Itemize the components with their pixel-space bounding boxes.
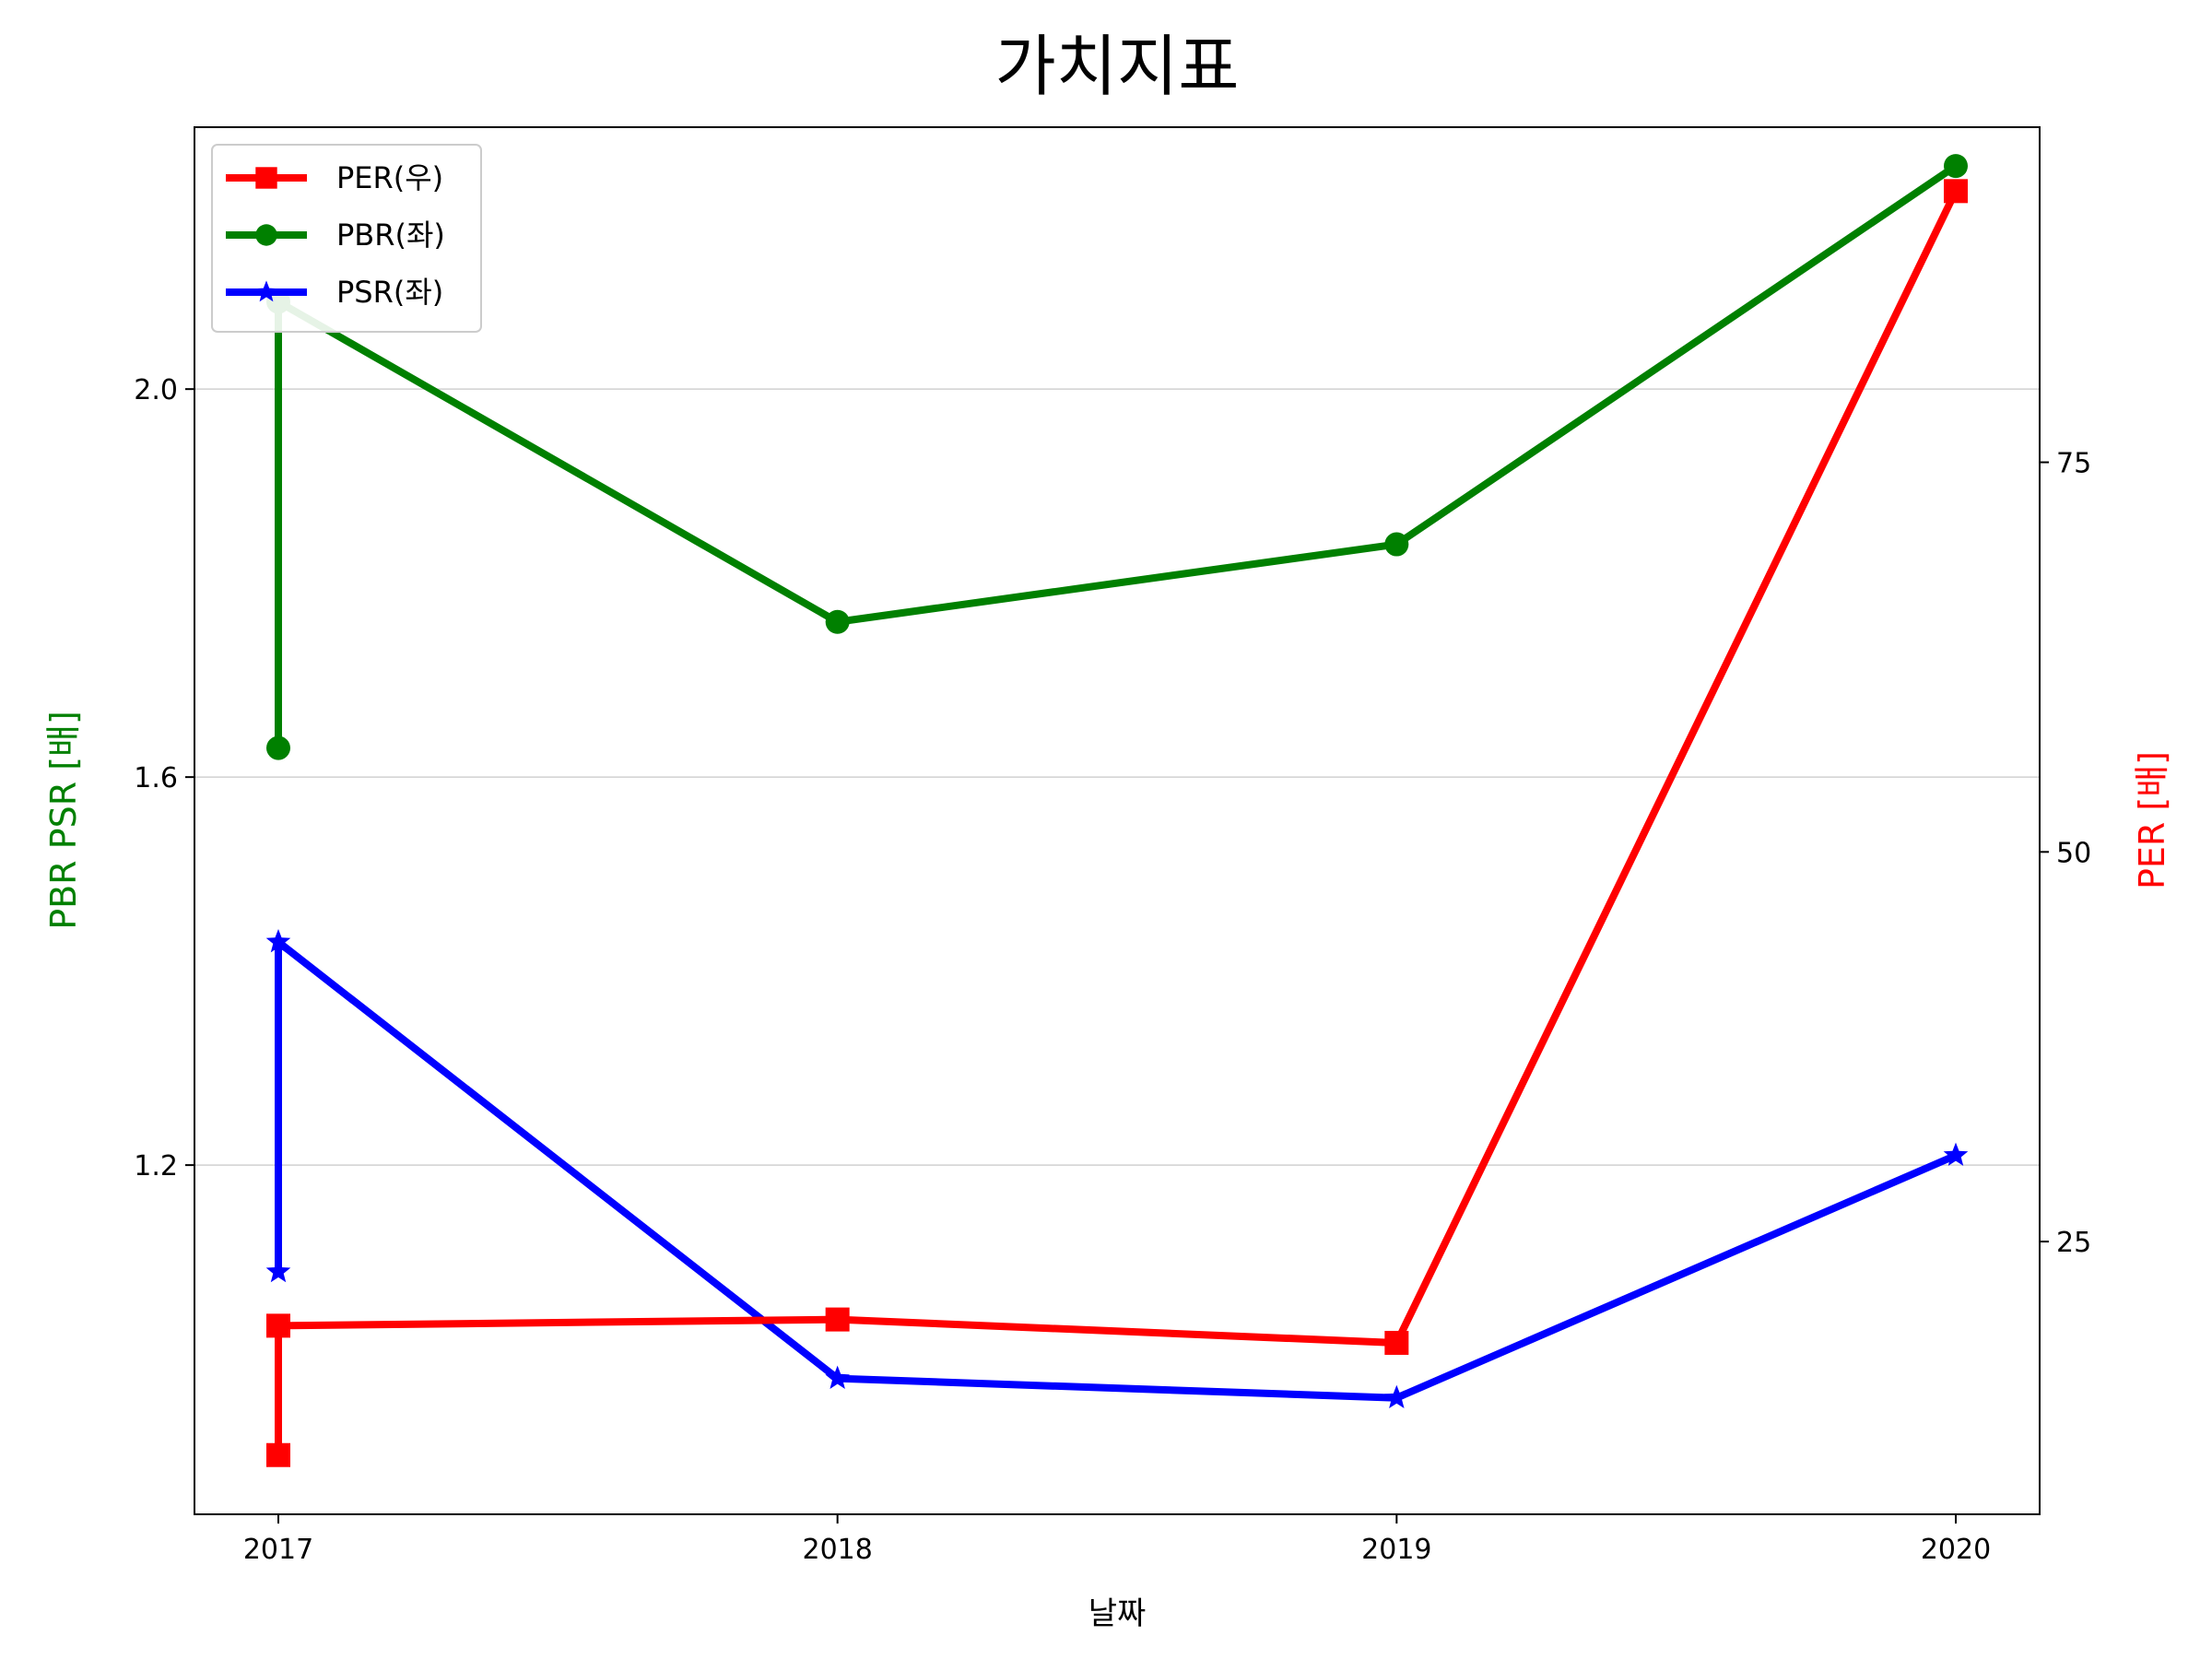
legend-label-psr: PSR(좌) bbox=[336, 275, 443, 310]
legend-item-pbr: PBR(좌) bbox=[226, 218, 445, 253]
y-axis-left-title: PBR PSR [배] bbox=[43, 711, 84, 930]
y-right-tick-label: 50 bbox=[2056, 837, 2091, 869]
legend-marker-pbr bbox=[255, 224, 277, 246]
data-point-pbr bbox=[1384, 532, 1409, 557]
x-tick-label: 2018 bbox=[802, 1534, 872, 1566]
data-point-psr bbox=[825, 1365, 850, 1389]
legend-label-pbr: PBR(좌) bbox=[336, 218, 445, 253]
plot-frame bbox=[194, 126, 2041, 1515]
y-axis-right-title: PER [배] bbox=[2132, 751, 2172, 889]
legend-item-psr: PSR(좌) bbox=[226, 275, 443, 310]
x-axis-title: 날짜 bbox=[1088, 1595, 1147, 1632]
legend-marker-per bbox=[255, 167, 277, 189]
data-point-pbr bbox=[825, 609, 850, 634]
y-left-tick-label: 2.0 bbox=[134, 374, 178, 406]
x-tick-label: 2019 bbox=[1361, 1534, 1431, 1566]
chart-title: 가치지표 bbox=[995, 28, 1240, 105]
data-point-psr bbox=[265, 1258, 291, 1283]
x-tick-label: 2020 bbox=[1921, 1534, 1991, 1566]
y-left-tick-label: 1.2 bbox=[134, 1150, 178, 1182]
y-axis-left: 2.0 1.6 1.2 bbox=[134, 374, 194, 1182]
data-point-pbr bbox=[266, 735, 290, 760]
legend-box bbox=[211, 144, 482, 333]
y-right-tick-label: 75 bbox=[2056, 448, 2091, 480]
legend-label-per: PER(우) bbox=[336, 160, 443, 195]
data-point-pbr bbox=[1944, 154, 1968, 179]
data-point-per bbox=[266, 1442, 290, 1467]
grid-lines bbox=[194, 388, 2040, 1166]
series-layer bbox=[265, 154, 1969, 1467]
data-point-per bbox=[1944, 179, 1968, 204]
data-point-per bbox=[266, 1313, 290, 1338]
legend: PER(우) PBR(좌) PSR(좌) bbox=[211, 144, 482, 333]
data-point-psr bbox=[265, 929, 291, 953]
data-point-psr bbox=[1384, 1384, 1409, 1409]
x-tick-label: 2017 bbox=[243, 1534, 313, 1566]
legend-item-per: PER(우) bbox=[226, 160, 443, 195]
legend-marker-psr bbox=[255, 280, 277, 302]
y-right-tick-label: 25 bbox=[2056, 1227, 2091, 1259]
data-point-per bbox=[825, 1307, 850, 1332]
series-per bbox=[266, 179, 1968, 1467]
y-axis-right: 75 50 25 bbox=[2040, 448, 2091, 1259]
y-left-tick-label: 1.6 bbox=[134, 762, 178, 794]
data-point-per bbox=[1384, 1330, 1409, 1355]
data-point-psr bbox=[1943, 1142, 1969, 1166]
x-axis: 2017 2018 2019 2020 bbox=[243, 1514, 1991, 1566]
series-psr bbox=[265, 929, 1969, 1409]
